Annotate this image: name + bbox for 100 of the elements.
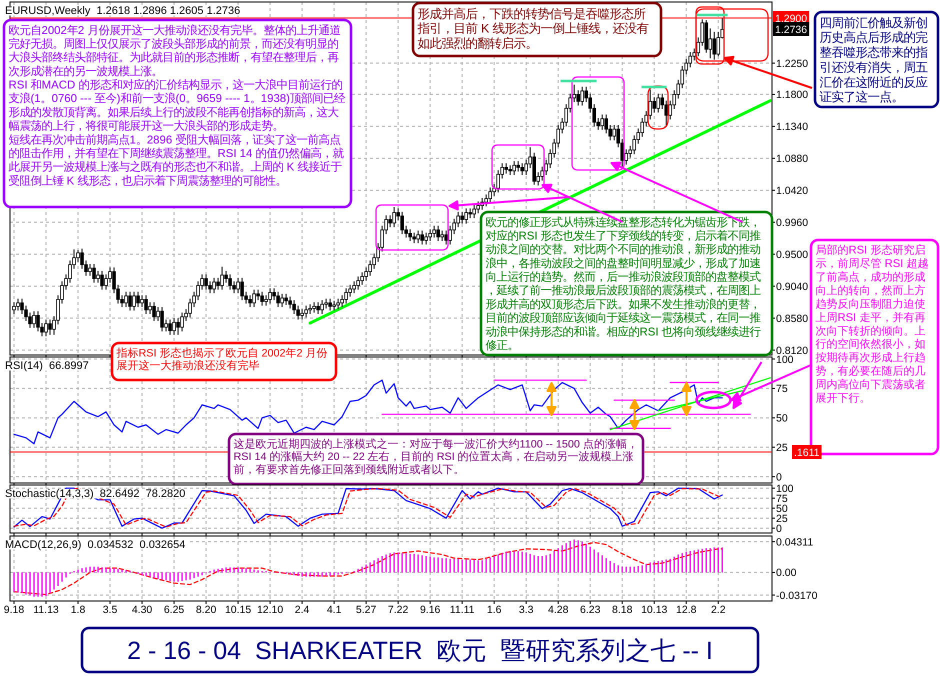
candlestick xyxy=(48,319,52,336)
candlestick xyxy=(436,225,440,242)
candlestick xyxy=(36,310,40,332)
candlestick xyxy=(216,277,220,290)
x-tick-label: 11.13 xyxy=(33,604,59,616)
x-tick-label: 6.23 xyxy=(580,604,601,616)
candlestick xyxy=(460,211,464,224)
candlestick xyxy=(96,270,100,284)
candlestick xyxy=(576,90,580,106)
x-tick-label: 4.1 xyxy=(326,604,342,616)
x-tick-label: 2.2 xyxy=(710,604,726,616)
candlestick xyxy=(296,305,300,320)
candlestick xyxy=(232,280,236,294)
annotation: 这是欧元近期四波的上涨模式之一：对应于每一波汇价大约1100 -- 1500 点的涨幅，RSI 14 的涨幅大约 20 -- 22 左右，目前的 RSI 的位置太高，在启动另一波规模上涨前，有要求首先修正回落到颈线附近或者以下。 xyxy=(234,437,638,476)
chart-title: Stochastic(14,3,3) 82.6492 78.2820 xyxy=(5,488,186,500)
candlestick xyxy=(712,31,716,60)
candlestick xyxy=(432,225,436,238)
candlestick xyxy=(140,294,144,308)
candlestick xyxy=(168,319,172,336)
x-tick-label: 1.6 xyxy=(486,604,502,616)
candlestick xyxy=(504,162,508,174)
candlestick xyxy=(352,280,356,294)
candlestick xyxy=(92,263,96,284)
y-tick-label: 25 xyxy=(776,513,788,525)
candlestick xyxy=(88,263,92,276)
candlestick xyxy=(204,274,208,290)
annotation: 形成并高后，下跌的转势信号是吞噬形态所指引，目前 K 线形态为一倒上锤线，还没有如此强烈的翻转启示。 xyxy=(416,6,649,51)
x-tick-label: 10.15 xyxy=(224,604,252,616)
candlestick xyxy=(240,277,244,301)
candlestick xyxy=(388,214,392,228)
x-tick-label: 8.20 xyxy=(196,604,216,616)
candlestick xyxy=(412,232,416,244)
candlestick xyxy=(440,230,444,242)
candlestick xyxy=(508,164,512,176)
candlestick xyxy=(408,228,412,242)
text: .1611 xyxy=(794,447,820,459)
candlestick xyxy=(416,230,420,244)
x-tick-label: 10.13 xyxy=(641,604,668,616)
candlestick xyxy=(348,284,352,298)
x-tick-label: 7.22 xyxy=(388,604,409,616)
candlestick xyxy=(512,160,516,176)
candlestick xyxy=(132,291,136,312)
candlestick xyxy=(304,305,308,318)
candlestick xyxy=(464,208,468,224)
candlestick xyxy=(252,289,256,308)
y-tick-label: 0.04311 xyxy=(776,536,814,548)
candlestick xyxy=(320,300,324,314)
x-tick-label: 4.30 xyxy=(132,604,152,616)
candlestick xyxy=(228,274,232,290)
chart-title: RSI(14) 66.8997 xyxy=(5,360,89,372)
candlestick xyxy=(328,298,332,312)
candlestick xyxy=(220,266,224,290)
candlestick xyxy=(516,160,520,172)
y-tick-label: 1.0420 xyxy=(776,185,808,198)
y-tick-label: 0.8580 xyxy=(776,312,808,325)
y-tick-label: 100 xyxy=(776,483,794,495)
candlestick xyxy=(248,294,252,308)
x-tick-label: 1.8 xyxy=(70,604,86,616)
candlestick xyxy=(316,302,320,314)
candlestick xyxy=(580,86,584,106)
candlestick xyxy=(652,96,656,113)
candlestick xyxy=(160,306,164,332)
candlestick xyxy=(280,293,284,308)
candlestick xyxy=(12,302,16,314)
x-tick-label: 12.8 xyxy=(676,604,697,616)
candlestick xyxy=(612,124,616,141)
y-tick-label: 1.1800 xyxy=(776,89,808,102)
candlestick xyxy=(648,89,652,120)
candlestick xyxy=(336,298,340,310)
x-tick-label: 2.4 xyxy=(294,604,310,616)
candlestick xyxy=(284,293,288,306)
candlestick xyxy=(456,211,460,228)
candlestick xyxy=(212,277,216,294)
x-tick-label: 3.5 xyxy=(102,604,118,616)
candlestick xyxy=(312,302,316,314)
y-tick-label: 50 xyxy=(776,503,788,515)
candlestick xyxy=(488,187,492,204)
candlestick xyxy=(180,312,184,332)
x-tick-label: 6.25 xyxy=(164,604,184,616)
y-tick-label: 75 xyxy=(776,383,788,396)
candlestick xyxy=(468,208,472,219)
y-tick-label: 1.1340 xyxy=(776,121,808,134)
x-tick-label: 11.11 xyxy=(450,604,475,616)
y-tick-label: 0.9040 xyxy=(776,281,808,294)
x-tick-label: 9.18 xyxy=(4,604,24,616)
candlestick xyxy=(276,291,280,308)
x-tick-label: 9.16 xyxy=(420,604,441,616)
candlestick xyxy=(400,211,404,235)
chart-title: MACD(12,26,9) 0.034532 0.032654 xyxy=(5,539,186,551)
candlestick xyxy=(324,298,328,309)
ref-line-label: 1.2900 xyxy=(775,12,808,25)
candlestick xyxy=(268,288,272,304)
candlestick xyxy=(344,288,348,304)
text: 2 - 16 - 04 SHARKEATER 欧元 暨研究系列之七 -- I xyxy=(127,637,713,665)
candlestick xyxy=(152,302,156,322)
candlestick xyxy=(44,319,48,337)
candlestick xyxy=(420,230,424,246)
x-tick-label: 5.27 xyxy=(356,604,377,616)
x-tick-label: 8.18 xyxy=(612,604,633,616)
y-tick-label: 0.9500 xyxy=(776,249,808,262)
